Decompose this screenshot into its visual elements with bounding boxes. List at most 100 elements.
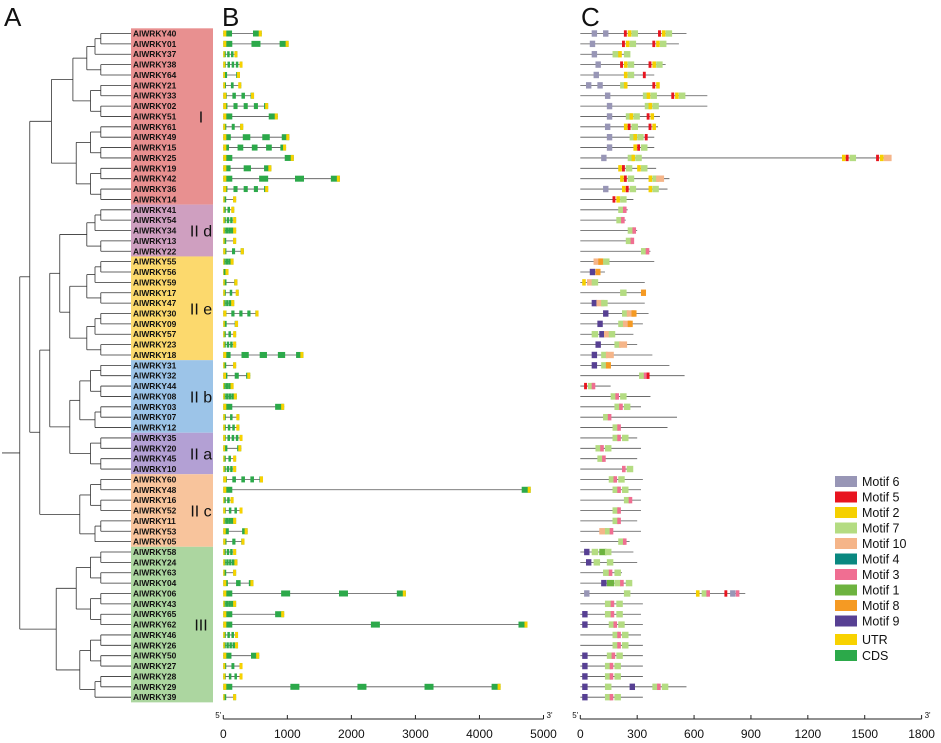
legend-label: Motif 9: [862, 615, 900, 629]
gene-name: AlWRKY50: [133, 651, 177, 661]
cds-exon: [226, 217, 230, 224]
cds-exon: [236, 580, 241, 587]
utr-segment: [256, 652, 260, 659]
cds-exon: [279, 40, 289, 47]
cds-exon: [223, 279, 227, 286]
cds-exon: [223, 590, 233, 597]
motif-box: [617, 631, 621, 639]
axis-end-label: 3': [547, 711, 553, 720]
motif-box: [605, 362, 611, 369]
utr-segment: [223, 663, 226, 670]
gene-name: AlWRKY55: [133, 257, 177, 267]
motif-box: [606, 113, 613, 120]
cds-exon: [223, 621, 233, 628]
cds-exon: [237, 144, 244, 151]
utr-segment: [247, 372, 251, 379]
cds-exon: [251, 40, 261, 47]
motif-box: [661, 30, 666, 37]
cds-exon: [226, 642, 229, 649]
motif-box: [595, 61, 601, 68]
cds-exon: [518, 621, 528, 628]
utr-segment: [223, 549, 225, 555]
cds-exon: [231, 600, 234, 607]
motif-box: [639, 372, 646, 379]
cds-exon: [259, 175, 269, 182]
cds-exon: [227, 434, 230, 441]
utr-segment: [223, 652, 227, 659]
group-label: II e: [190, 301, 212, 318]
cds-exon: [223, 351, 231, 358]
group-band: [131, 204, 213, 257]
cds-exon: [230, 217, 233, 224]
legend-label: Motif 7: [862, 522, 900, 536]
utr-segment: [223, 580, 227, 587]
motif-box: [618, 320, 625, 328]
cds-exon: [228, 300, 232, 307]
motif-box: [627, 227, 635, 234]
utr-segment: [233, 694, 237, 701]
motif-box: [622, 642, 629, 649]
motif-box: [637, 144, 641, 151]
utr-segment: [231, 300, 235, 307]
motif-box: [650, 92, 657, 99]
cds-exon: [521, 486, 531, 493]
cds-exon: [243, 165, 251, 172]
motif-box: [841, 154, 846, 162]
motif-box: [593, 559, 601, 566]
motif-box: [640, 165, 648, 172]
motif-box: [604, 331, 612, 338]
motif-box: [622, 434, 629, 442]
motif-box: [622, 185, 626, 193]
utr-segment: [255, 310, 259, 317]
cds-exon: [223, 237, 227, 244]
utr-segment: [234, 51, 238, 58]
motif-box: [582, 673, 588, 680]
utr-segment: [230, 497, 234, 504]
utr-segment: [239, 61, 243, 68]
motif-box: [585, 559, 592, 566]
cds-exon: [226, 466, 230, 473]
motif-box: [618, 206, 625, 213]
motif-box: [665, 30, 673, 37]
utr-segment: [402, 590, 406, 597]
cds-exon: [226, 559, 229, 566]
cds-exon: [266, 144, 272, 151]
cds-exon: [357, 683, 367, 690]
motif-box: [586, 279, 595, 286]
cds-exon: [227, 51, 230, 58]
motif-box: [652, 102, 659, 110]
motif-box: [604, 600, 612, 608]
gene-name: AlWRKY08: [133, 391, 177, 401]
gene-name: AlWRKY51: [133, 111, 177, 121]
gene-name: AlWRKY62: [133, 620, 177, 630]
motif-box: [620, 61, 624, 68]
motif-box: [620, 393, 627, 400]
motif-box: [612, 434, 620, 442]
motif-box: [625, 237, 633, 245]
gene-name: AlWRKY31: [133, 360, 177, 370]
motif-box: [617, 486, 621, 493]
motif-box: [584, 382, 587, 390]
cds-exon: [264, 165, 272, 172]
motif-box: [582, 683, 588, 691]
cds-exon: [228, 331, 231, 338]
utr-segment: [223, 320, 225, 327]
motif-box: [640, 289, 647, 296]
motif-box: [849, 154, 857, 162]
motif-box: [642, 71, 646, 79]
utr-segment: [223, 424, 225, 431]
utr-segment: [244, 528, 248, 535]
cds-exon: [223, 652, 232, 659]
cds-exon: [223, 30, 233, 37]
gene-name: AlWRKY48: [133, 485, 177, 495]
motif-box: [613, 621, 618, 628]
motif-box: [591, 51, 598, 58]
utr-segment: [223, 445, 226, 452]
motif-box: [623, 496, 631, 504]
gene-name: AlWRKY38: [133, 60, 177, 70]
motif-box: [656, 40, 660, 48]
cds-exon: [223, 403, 233, 410]
motif-box: [626, 465, 634, 473]
protein-length-axis: 0 300 600 900 1200 1500 1800 5' 3': [572, 711, 935, 741]
